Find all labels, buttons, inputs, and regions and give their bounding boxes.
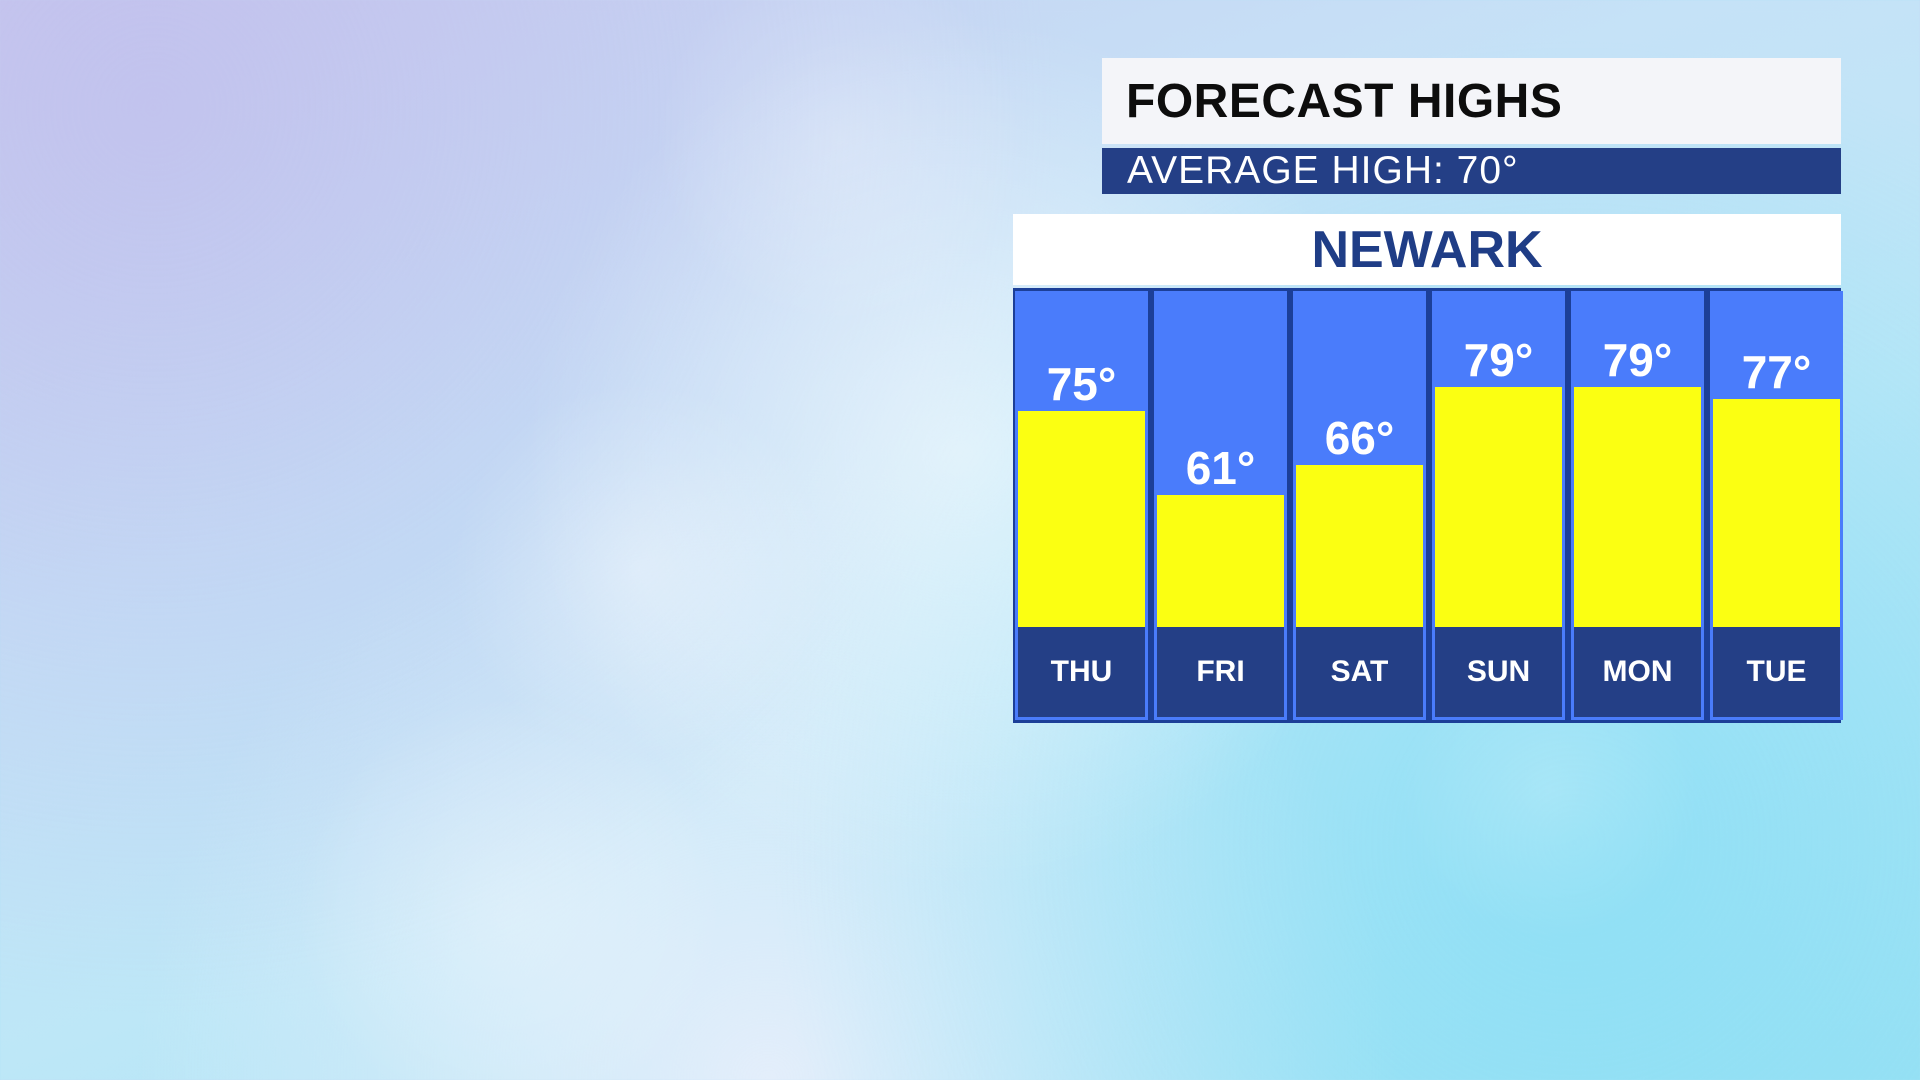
day-column-mon: 79° MON bbox=[1571, 291, 1704, 720]
day-column-tue: 77° TUE bbox=[1710, 291, 1843, 720]
day-label-box: TUE bbox=[1713, 627, 1840, 717]
background-glow bbox=[660, 0, 1020, 320]
temperature-value-label: 61° bbox=[1185, 442, 1256, 494]
day-column-fri: 61° FRI bbox=[1154, 291, 1287, 720]
day-column-sat: 66° SAT bbox=[1293, 291, 1426, 720]
temperature-bar bbox=[1018, 411, 1145, 627]
average-high-text: AVERAGE HIGH: 70° bbox=[1127, 149, 1519, 192]
day-label: SAT bbox=[1330, 655, 1389, 688]
day-label: THU bbox=[1050, 655, 1113, 688]
temperature-value-label: 77° bbox=[1741, 346, 1812, 398]
temperature-value-label: 66° bbox=[1324, 412, 1395, 464]
forecast-title: FORECAST HIGHS bbox=[1126, 74, 1563, 128]
temperature-value-label: 75° bbox=[1046, 358, 1117, 410]
day-label: MON bbox=[1602, 655, 1673, 688]
day-label: FRI bbox=[1196, 655, 1245, 688]
temperature-bar bbox=[1574, 387, 1701, 627]
day-label: SUN bbox=[1466, 655, 1531, 688]
city-name: NEWARK bbox=[1311, 220, 1543, 279]
day-column-sun: 79° SUN bbox=[1432, 291, 1565, 720]
forecast-title-panel: FORECAST HIGHS bbox=[1102, 58, 1841, 144]
city-header: NEWARK bbox=[1013, 214, 1841, 285]
day-label-box: FRI bbox=[1157, 627, 1284, 717]
temperature-bar bbox=[1713, 399, 1840, 627]
temperature-bar bbox=[1435, 387, 1562, 627]
day-label-box: SUN bbox=[1435, 627, 1562, 717]
average-high-banner: AVERAGE HIGH: 70° bbox=[1102, 148, 1841, 194]
temperature-bar bbox=[1296, 465, 1423, 627]
background-glow bbox=[300, 700, 720, 1080]
temperature-bar bbox=[1157, 495, 1284, 627]
temperature-value-label: 79° bbox=[1463, 334, 1534, 386]
forecast-bar-chart: 75° THU 61° FRI 66° SAT 79° SUN 79° MON 77° TUE bbox=[1013, 288, 1843, 723]
day-label-box: THU bbox=[1018, 627, 1145, 717]
day-column-thu: 75° THU bbox=[1015, 291, 1148, 720]
day-label-box: MON bbox=[1574, 627, 1701, 717]
background-glow bbox=[450, 380, 830, 760]
day-label-box: SAT bbox=[1296, 627, 1423, 717]
day-label: TUE bbox=[1746, 655, 1807, 688]
temperature-value-label: 79° bbox=[1602, 334, 1673, 386]
